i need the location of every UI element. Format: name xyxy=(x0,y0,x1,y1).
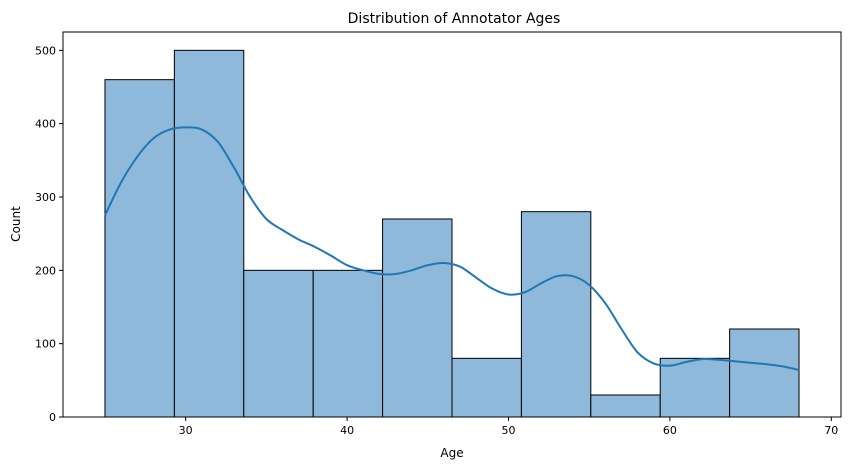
x-tick-label: 70 xyxy=(824,424,838,437)
y-axis-ticks: 0 100 200 300 400 500 xyxy=(35,44,63,424)
histogram-bar-3 xyxy=(243,269,314,418)
y-tick-label: 300 xyxy=(35,191,56,204)
y-tick-label: 0 xyxy=(49,411,56,424)
histogram-bar-2 xyxy=(173,49,245,418)
histogram-bar-8 xyxy=(590,394,661,418)
y-tick-label: 400 xyxy=(35,118,56,131)
x-axis-label: Age xyxy=(440,446,463,460)
y-tick-label: 100 xyxy=(35,338,56,351)
chart-title: Distribution of Annotator Ages xyxy=(348,11,561,27)
histogram-bar-4 xyxy=(312,269,384,418)
plot-frame xyxy=(62,31,842,418)
kde-curve xyxy=(104,126,800,372)
x-tick-label: 60 xyxy=(663,424,677,437)
x-tick-label: 40 xyxy=(340,424,354,437)
histogram-bar-5 xyxy=(382,218,453,418)
histogram-bars xyxy=(104,49,800,418)
histogram-bar-1 xyxy=(104,79,175,418)
y-axis-label: Count xyxy=(9,206,23,242)
histogram-bar-6 xyxy=(451,357,522,418)
histogram-bar-7 xyxy=(520,211,592,418)
x-tick-label: 30 xyxy=(179,424,193,437)
histogram-bar-9 xyxy=(659,357,731,418)
x-tick-label: 50 xyxy=(501,424,515,437)
histogram-bar-10 xyxy=(729,328,800,418)
y-tick-label: 500 xyxy=(35,44,56,57)
y-tick-label: 200 xyxy=(35,264,56,277)
x-axis-ticks: 30 40 50 60 70 xyxy=(179,417,838,437)
